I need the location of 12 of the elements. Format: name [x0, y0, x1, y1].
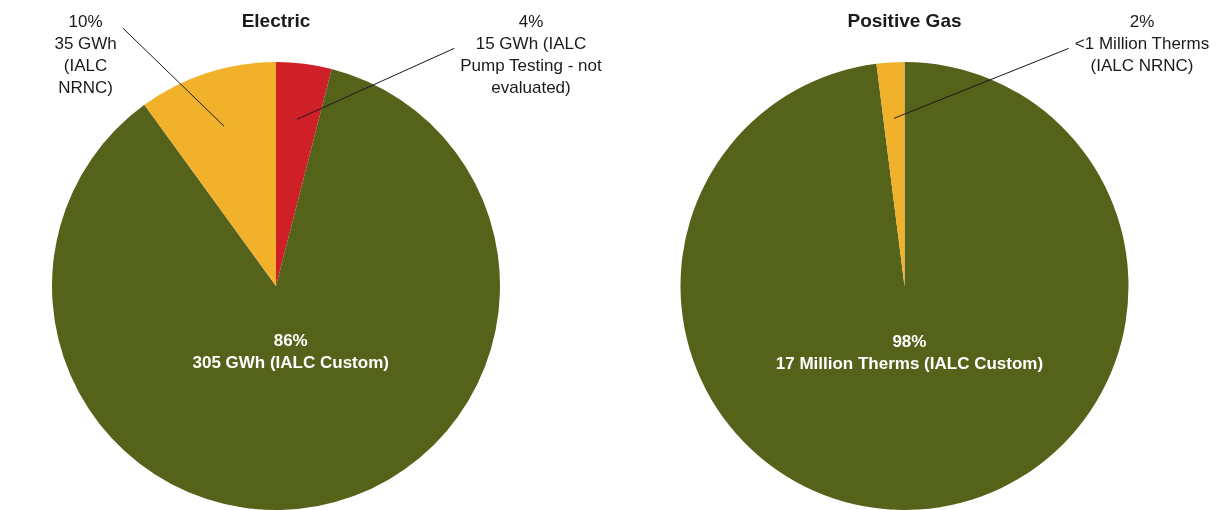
data-label: 2%	[1129, 11, 1155, 31]
chart-title: Electric	[241, 10, 311, 32]
data-label: 98%	[892, 331, 927, 351]
data-label: 10%	[68, 11, 103, 31]
slice-label: 35 GWh (IALC NRNC)	[54, 33, 117, 97]
data-label: 4%	[518, 11, 544, 31]
slice-label: <1 Million Therms (IALC NRNC)	[1074, 33, 1210, 75]
slice-label: 15 GWh (IALC Pump Testing - not evaluated)	[460, 33, 602, 97]
chart-title: Positive Gas	[847, 10, 962, 32]
slice-label: 17 Million Therms (IALC Custom)	[775, 353, 1044, 373]
data-label: 86%	[273, 330, 308, 350]
slice-label: 305 GWh (IALC Custom)	[192, 352, 389, 372]
